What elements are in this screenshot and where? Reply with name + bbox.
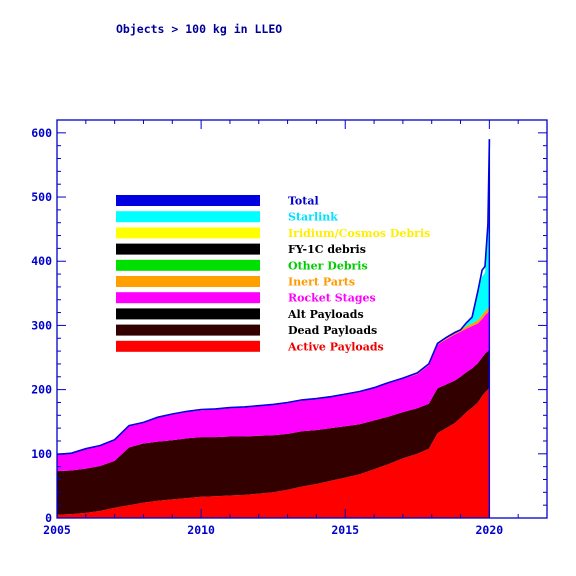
- legend-swatch-dead-payloads: [116, 324, 260, 336]
- legend-swatch-iridium-cosmos-debris: [116, 227, 260, 239]
- legend-label-iridium-cosmos-debris: Iridium/Cosmos Debris: [288, 227, 430, 240]
- area-rocket-stages: [57, 310, 490, 472]
- area-active-payloads: [57, 387, 490, 518]
- axes: 0 100 200 300 400 500 600 2005 2010 2015 2020: [31, 119, 548, 537]
- legend-swatch-alt-payloads: [116, 308, 260, 320]
- plot-frame: [56, 119, 548, 519]
- y-tick-label: 600: [31, 126, 52, 140]
- legend-swatch-active-payloads: [116, 340, 260, 352]
- x-tick-label: 2005: [43, 523, 71, 537]
- legend-swatch-total: [116, 195, 260, 206]
- y-tick-label: 300: [31, 318, 52, 332]
- chart-title: Objects > 100 kg in LLEO: [116, 22, 282, 36]
- legend-label-fy-1c-debris: FY-1C debris: [288, 243, 366, 256]
- y-tick-label: 0: [45, 511, 52, 525]
- legend-label-rocket-stages: Rocket Stages: [288, 292, 376, 305]
- legend-swatch-fy-1c-debris: [116, 243, 260, 255]
- legend-swatch-inert-parts: [116, 276, 260, 287]
- area-dead-payloads: [57, 348, 490, 515]
- line-total: [56, 139, 491, 456]
- legend-label-starlink: Starlink: [288, 211, 338, 224]
- legend-label-active-payloads: Active Payloads: [287, 340, 384, 353]
- legend-label-other-debris: Other Debris: [288, 259, 368, 272]
- y-tick-label: 400: [31, 254, 52, 268]
- legend: Total Starlink Iridium/Cosmos Debris FY-1C …: [116, 195, 430, 353]
- legend-swatch-rocket-stages: [116, 292, 260, 304]
- y-tick-label: 200: [31, 383, 52, 397]
- y-tick-label: 100: [31, 447, 52, 461]
- legend-label-inert-parts: Inert Parts: [288, 276, 355, 289]
- legend-swatch-other-debris: [116, 259, 260, 271]
- legend-label-dead-payloads: Dead Payloads: [288, 324, 377, 337]
- x-tick-label: 2020: [476, 523, 504, 537]
- y-tick-label: 500: [31, 190, 52, 204]
- x-tick-label: 2010: [187, 523, 215, 537]
- legend-label-alt-payloads: Alt Payloads: [287, 308, 364, 321]
- stacked-areas: [56, 139, 491, 518]
- legend-label-total: Total: [288, 195, 319, 208]
- x-tick-label: 2015: [331, 523, 359, 537]
- legend-swatch-starlink: [116, 211, 260, 223]
